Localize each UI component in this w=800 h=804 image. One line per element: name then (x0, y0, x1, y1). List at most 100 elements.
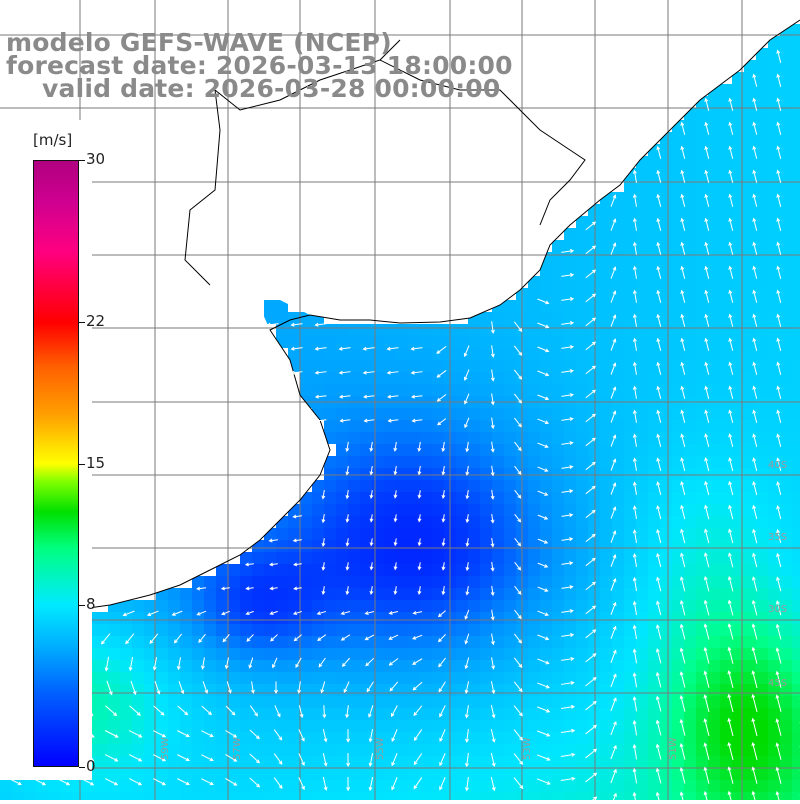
wind-cell (684, 492, 696, 504)
wind-cell (684, 528, 696, 540)
wind-cell (408, 384, 420, 396)
wind-cell (660, 144, 672, 156)
wind-cell (144, 732, 156, 744)
wind-cell (540, 768, 552, 780)
wind-cell (312, 624, 324, 636)
wind-cell (552, 684, 564, 696)
wind-cell (24, 780, 36, 792)
wind-cell (396, 708, 408, 720)
wind-cell (372, 540, 384, 552)
wind-cell (540, 528, 552, 540)
wind-cell (612, 708, 624, 720)
wind-cell (528, 612, 540, 624)
wind-cell (756, 792, 768, 800)
wind-cell (696, 516, 708, 528)
wind-cell (780, 96, 792, 108)
wind-cell (348, 540, 360, 552)
wind-cell (708, 156, 720, 168)
wind-cell (492, 336, 504, 348)
wind-cell (456, 624, 468, 636)
wind-cell (60, 792, 72, 800)
wind-cell (744, 612, 756, 624)
wind-cell (624, 432, 636, 444)
wind-cell (636, 780, 648, 792)
wind-cell (276, 696, 288, 708)
wind-cell (696, 156, 708, 168)
wind-cell (324, 612, 336, 624)
wind-cell (348, 384, 360, 396)
wind-cell (96, 756, 108, 768)
wind-cell (696, 372, 708, 384)
wind-cell (792, 120, 800, 132)
wind-cell (156, 612, 168, 624)
wind-cell (660, 240, 672, 252)
wind-cell (468, 696, 480, 708)
wind-cell (720, 516, 732, 528)
wind-cell (768, 348, 780, 360)
wind-cell (612, 324, 624, 336)
wind-cell (480, 480, 492, 492)
wind-cell (756, 612, 768, 624)
wind-cell (180, 660, 192, 672)
wind-cell (456, 408, 468, 420)
wind-cell (384, 492, 396, 504)
wind-cell (480, 564, 492, 576)
wind-cell (108, 696, 120, 708)
wind-cell (384, 528, 396, 540)
wind-cell (324, 708, 336, 720)
wind-cell (696, 228, 708, 240)
wind-cell (0, 792, 12, 800)
wind-cell (684, 480, 696, 492)
wind-cell (396, 408, 408, 420)
wind-cell (528, 480, 540, 492)
wind-cell (456, 492, 468, 504)
wind-cell (660, 468, 672, 480)
wind-cell (612, 756, 624, 768)
wind-cell (792, 252, 800, 264)
wind-cell (288, 780, 300, 792)
wind-cell (780, 36, 792, 48)
wind-cell (336, 408, 348, 420)
wind-cell (408, 624, 420, 636)
wind-cell (396, 324, 408, 336)
wind-cell (744, 588, 756, 600)
wind-cell (792, 204, 800, 216)
wind-cell (36, 780, 48, 792)
wind-cell (216, 588, 228, 600)
wind-cell (780, 504, 792, 516)
wind-cell (708, 540, 720, 552)
wind-cell (192, 768, 204, 780)
wind-cell (504, 432, 516, 444)
wind-cell (792, 552, 800, 564)
wind-cell (684, 612, 696, 624)
wind-cell (768, 276, 780, 288)
wind-cell (780, 252, 792, 264)
wind-cell (396, 792, 408, 800)
wind-cell (744, 636, 756, 648)
wind-cell (672, 492, 684, 504)
wind-cell (384, 432, 396, 444)
wind-cell (492, 528, 504, 540)
wind-cell (744, 492, 756, 504)
wind-cell (672, 684, 684, 696)
wind-cell (384, 564, 396, 576)
lon-label: 55W (375, 737, 386, 760)
wind-cell (300, 672, 312, 684)
wind-cell (396, 444, 408, 456)
wind-cell (780, 60, 792, 72)
wind-cell (552, 504, 564, 516)
wind-cell (552, 324, 564, 336)
wind-cell (396, 456, 408, 468)
wind-cell (780, 444, 792, 456)
wind-cell (432, 468, 444, 480)
wind-cell (480, 708, 492, 720)
wind-cell (468, 456, 480, 468)
wind-cell (420, 432, 432, 444)
wind-cell (660, 648, 672, 660)
wind-cell (624, 192, 636, 204)
wind-cell (684, 768, 696, 780)
wind-cell (468, 540, 480, 552)
wind-cell (108, 648, 120, 660)
wind-cell (528, 288, 540, 300)
wind-cell (660, 768, 672, 780)
